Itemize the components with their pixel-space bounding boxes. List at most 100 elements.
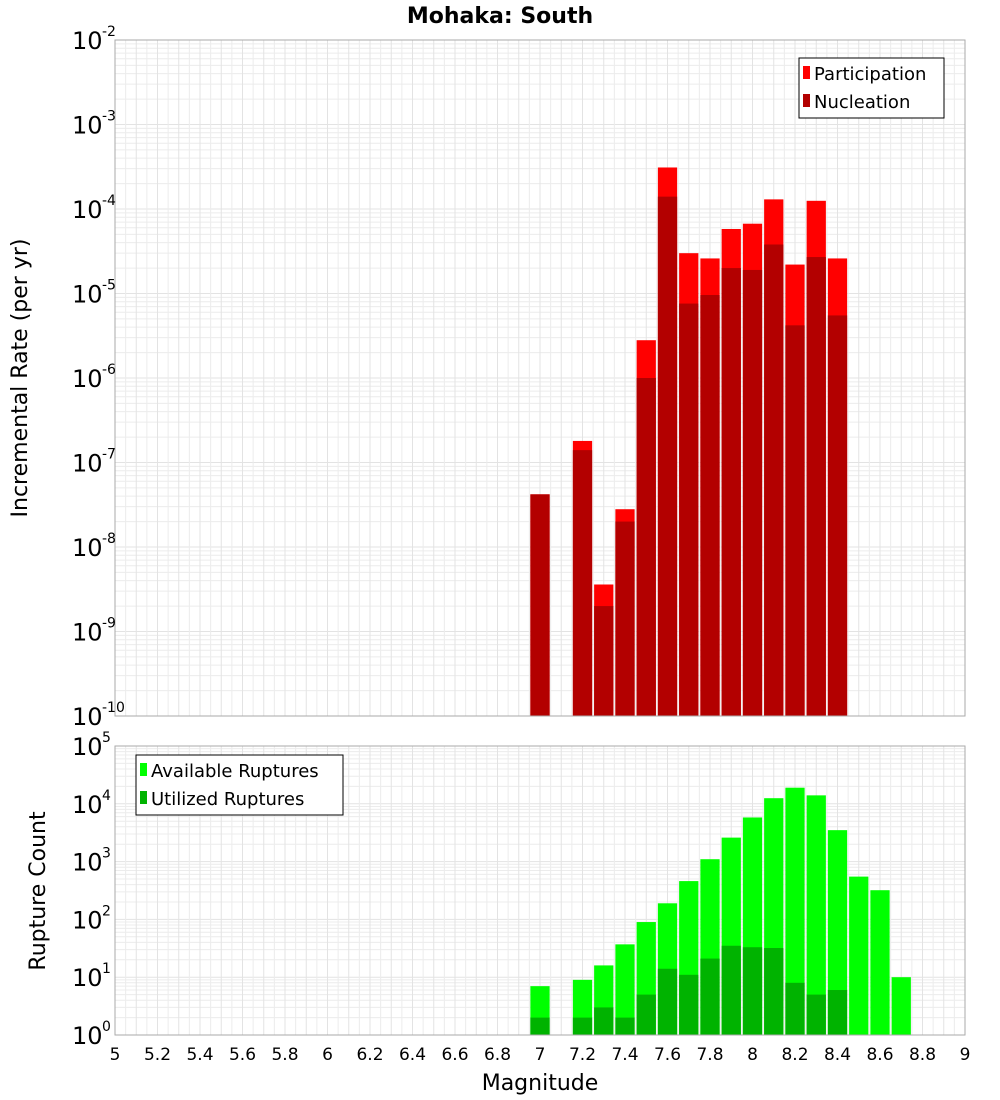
top-y-tick-exponent: -9 <box>102 616 116 632</box>
x-tick-label: 7.8 <box>696 1045 723 1065</box>
x-tick-label: 7.2 <box>569 1045 596 1065</box>
bottom-bar-available-ruptures <box>615 944 635 1035</box>
top-y-tick-label: 10 <box>72 450 103 478</box>
bottom-bar-available-ruptures <box>827 830 848 1035</box>
chart-title: Mohaka: South <box>407 4 593 29</box>
top-y-tick-label: 10 <box>72 534 103 562</box>
bottom-bar-utilized-ruptures <box>657 968 678 1035</box>
x-tick-label: 5.4 <box>186 1045 213 1065</box>
bottom-plot-bars <box>530 787 911 1035</box>
bottom-bar-utilized-ruptures <box>594 1007 614 1035</box>
top-bar-nucleation <box>530 494 550 716</box>
top-legend-entry: Participation <box>814 64 926 85</box>
bottom-bar-utilized-ruptures <box>785 982 805 1035</box>
bottom-y-tick-exponent: 2 <box>102 903 111 919</box>
top-y-axis-label: Incremental Rate (per yr) <box>8 239 33 518</box>
bottom-bar-utilized-ruptures <box>636 994 656 1035</box>
bottom-bar-utilized-ruptures <box>721 945 741 1035</box>
x-tick-label: 6.2 <box>356 1045 383 1065</box>
bottom-bar-utilized-ruptures <box>764 948 784 1035</box>
x-tick-label: 7.4 <box>611 1045 638 1065</box>
top-y-tick-exponent: -8 <box>102 531 116 547</box>
bottom-bar-utilized-ruptures <box>806 994 826 1035</box>
x-tick-label: 5.2 <box>144 1045 171 1065</box>
top-bar-nucleation <box>785 325 805 716</box>
top-y-tick-label: 10 <box>72 27 103 55</box>
top-y-tick-exponent: -4 <box>102 193 116 209</box>
x-tick-label: 6.6 <box>441 1045 468 1065</box>
top-bar-nucleation <box>679 303 699 716</box>
x-tick-label: 8.8 <box>909 1045 936 1065</box>
top-y-tick-label: 10 <box>72 703 103 731</box>
top-y-tick-exponent: -7 <box>102 447 116 463</box>
bottom-bar-utilized-ruptures <box>679 974 699 1035</box>
x-tick-label: 9 <box>960 1045 971 1065</box>
top-bar-nucleation <box>700 294 720 716</box>
x-tick-label: 8.6 <box>866 1045 893 1065</box>
top-y-tick-exponent: -6 <box>102 362 116 378</box>
bottom-bar-available-ruptures <box>806 795 826 1035</box>
x-tick-label: 5 <box>110 1045 121 1065</box>
bottom-bar-available-ruptures <box>891 977 911 1035</box>
top-y-tick-label: 10 <box>72 196 103 224</box>
x-tick-label: 6 <box>322 1045 333 1065</box>
bottom-y-tick-exponent: 3 <box>102 846 111 862</box>
top-y-tick-exponent: -5 <box>102 278 116 294</box>
x-tick-label: 8 <box>747 1045 758 1065</box>
bottom-bar-utilized-ruptures <box>615 1017 635 1035</box>
bottom-legend: Available Ruptures Utilized Ruptures <box>135 754 344 816</box>
top-bar-nucleation <box>764 244 784 716</box>
top-legend-swatch <box>803 66 810 79</box>
bottom-y-tick-label: 10 <box>72 964 103 992</box>
bottom-y-tick-label: 10 <box>72 791 103 819</box>
x-tick-label: 8.2 <box>781 1045 808 1065</box>
x-axis-label: Magnitude <box>482 1071 599 1096</box>
top-legend-entry: Nucleation <box>814 92 910 113</box>
bottom-y-tick-exponent: 1 <box>102 961 111 977</box>
x-ticks: 5 5.2 5.4 5.6 5.8 6 6.2 6.4 6.6 6.8 7 7.2 7.4 7.6 7.8 8… <box>110 1045 971 1065</box>
top-bar-nucleation <box>636 378 656 716</box>
bottom-y-tick-exponent: 4 <box>102 788 111 804</box>
top-plot-bars <box>530 167 848 717</box>
x-tick-label: 6.4 <box>399 1045 426 1065</box>
top-bar-nucleation <box>827 315 848 716</box>
top-bar-nucleation <box>721 268 741 716</box>
bottom-y-axis-label: Rupture Count <box>26 811 51 971</box>
top-legend: Participation Nucleation <box>798 57 945 119</box>
top-y-tick-label: 10 <box>72 281 103 309</box>
bottom-bar-utilized-ruptures <box>530 1017 550 1035</box>
x-tick-label: 5.8 <box>271 1045 298 1065</box>
top-legend-swatch <box>803 94 810 107</box>
top-bar-nucleation <box>657 196 678 717</box>
top-y-tick-exponent: -3 <box>102 109 116 125</box>
bottom-y-tick-label: 10 <box>72 906 103 934</box>
bottom-bar-utilized-ruptures <box>742 947 763 1035</box>
bottom-legend-box <box>135 754 344 816</box>
top-y-tick-label: 10 <box>72 112 103 140</box>
bottom-bar-utilized-ruptures <box>827 990 848 1035</box>
bottom-legend-entry: Utilized Ruptures <box>151 789 304 810</box>
bottom-legend-swatch <box>140 763 147 776</box>
x-tick-label: 7.6 <box>654 1045 681 1065</box>
bottom-y-tick-label: 10 <box>72 849 103 877</box>
top-y-tick-label: 10 <box>72 365 103 393</box>
bottom-y-tick-label: 10 <box>72 733 103 761</box>
bottom-bar-utilized-ruptures <box>572 1017 593 1035</box>
top-y-tick-label: 10 <box>72 619 103 647</box>
top-plot-frame <box>114 39 966 717</box>
top-bar-nucleation <box>806 257 826 716</box>
top-bar-nucleation <box>615 521 635 716</box>
bottom-plot-frame <box>114 745 966 1036</box>
bottom-bar-available-ruptures <box>870 890 890 1035</box>
bottom-y-tick-exponent: 5 <box>102 730 111 746</box>
top-y-tick-exponent: -2 <box>102 24 116 40</box>
x-tick-label: 5.6 <box>229 1045 256 1065</box>
bottom-y-tick-label: 10 <box>72 1022 103 1050</box>
top-bar-nucleation <box>572 450 593 716</box>
x-tick-label: 6.8 <box>484 1045 511 1065</box>
top-legend-box <box>798 57 945 119</box>
bottom-bar-available-ruptures <box>849 876 869 1035</box>
